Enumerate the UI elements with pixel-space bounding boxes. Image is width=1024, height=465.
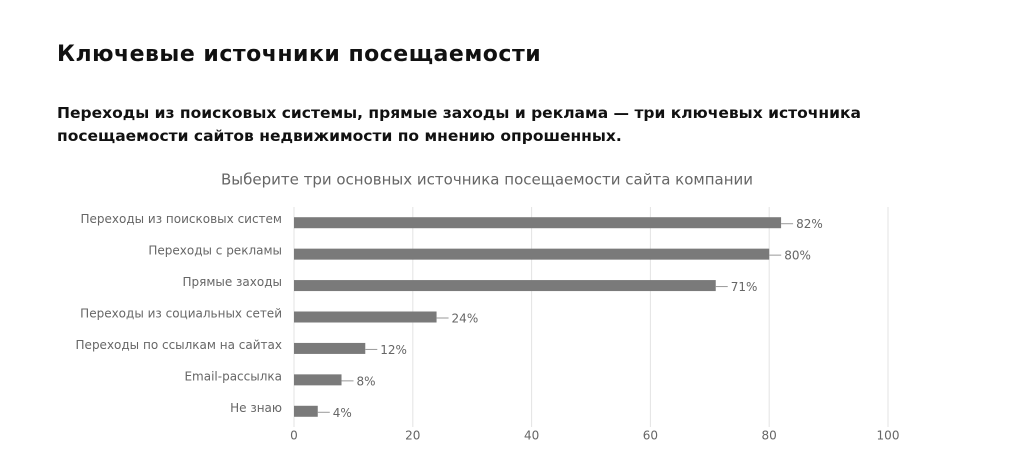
y-tick-label: Переходы по ссылкам на сайтах xyxy=(76,338,282,352)
y-tick-label: Не знаю xyxy=(230,401,282,415)
y-tick-label: Переходы с рекламы xyxy=(148,244,282,258)
bar xyxy=(294,374,342,386)
x-tick-label: 0 xyxy=(290,429,298,443)
bar xyxy=(294,217,782,229)
page-title: Ключевые источники посещаемости xyxy=(57,42,542,67)
value-label: 82% xyxy=(796,217,823,231)
value-label: 4% xyxy=(333,406,352,420)
x-tick-label: 40 xyxy=(524,429,539,443)
value-label: 8% xyxy=(357,374,376,388)
value-label: 71% xyxy=(731,280,758,294)
bar xyxy=(294,311,437,323)
x-tick-label: 80 xyxy=(762,429,777,443)
y-tick-label: Переходы из поисковых систем xyxy=(81,212,283,226)
y-tick-label: Прямые заходы xyxy=(182,275,282,289)
page-subtitle: Переходы из поисковых системы, прямые за… xyxy=(57,104,861,145)
y-tick-label: Email-рассылка xyxy=(184,369,282,383)
bar xyxy=(294,280,716,292)
x-tick-label: 60 xyxy=(643,429,658,443)
bar xyxy=(294,342,366,354)
value-label: 24% xyxy=(452,312,479,326)
bar xyxy=(294,248,770,260)
bar xyxy=(294,405,318,417)
x-tick-label: 100 xyxy=(877,429,900,443)
chart-title: Выберите три основных источника посещаем… xyxy=(221,171,753,189)
y-tick-label: Переходы из социальных сетей xyxy=(80,307,282,321)
x-tick-label: 20 xyxy=(405,429,420,443)
value-label: 12% xyxy=(380,343,407,357)
value-label: 80% xyxy=(784,249,811,263)
